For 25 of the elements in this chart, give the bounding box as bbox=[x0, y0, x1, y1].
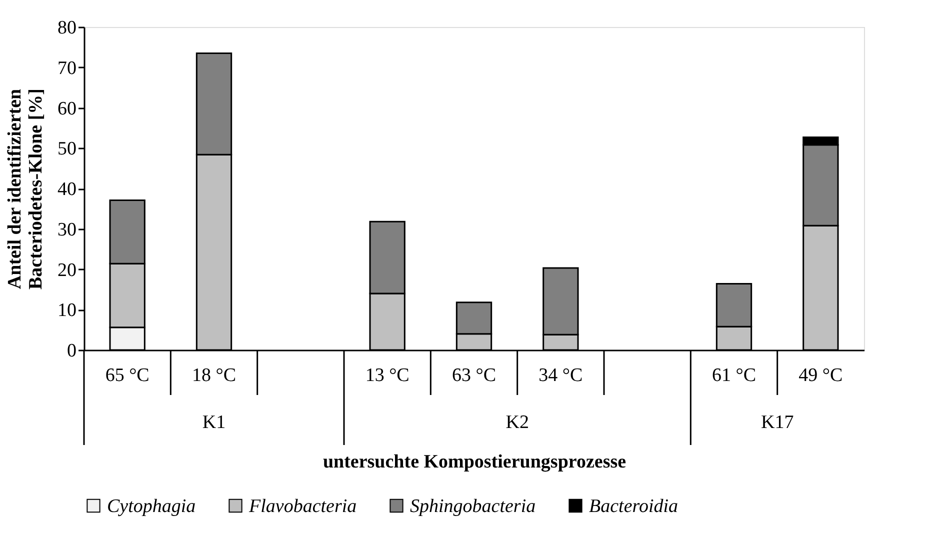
y-tick-label: 40 bbox=[58, 179, 76, 200]
x-tick-label: 13 °C bbox=[365, 365, 410, 386]
y-tick-label: 50 bbox=[58, 138, 76, 160]
y-tick-label: 60 bbox=[58, 98, 76, 120]
x-tick-label: 63 °C bbox=[452, 365, 496, 386]
x-tick-label: 61 °C bbox=[712, 365, 756, 386]
y-tick-label: 70 bbox=[58, 58, 76, 79]
x-axis-title: untersuchte Kompostierungsprozesse bbox=[322, 452, 626, 472]
y-tick-label: 0 bbox=[67, 340, 76, 362]
legend-label: Cytophagia bbox=[107, 496, 196, 517]
y-axis-title: Anteil der identifizierten Bacteriodetes-Klone [%] bbox=[4, 88, 46, 290]
y-tick-label: 10 bbox=[58, 300, 76, 322]
x-tick-label: 34 °C bbox=[538, 365, 583, 386]
x-tick-label: 65 °C bbox=[105, 365, 150, 386]
text: K2 bbox=[506, 412, 529, 433]
y-tick-label: 30 bbox=[58, 219, 76, 240]
legend-label: Sphingobacteria bbox=[410, 496, 536, 517]
y-tick-label: 80 bbox=[58, 18, 76, 38]
legend-label: Flavobacteria bbox=[248, 496, 357, 517]
y-tick-label: 20 bbox=[58, 260, 76, 281]
x-tick-label: 49 °C bbox=[798, 365, 843, 386]
legend-label: Bacteroidia bbox=[589, 496, 678, 517]
text: K1 bbox=[202, 412, 226, 433]
x-tick-label: 18 °C bbox=[192, 365, 236, 386]
text: K17 bbox=[760, 412, 794, 433]
